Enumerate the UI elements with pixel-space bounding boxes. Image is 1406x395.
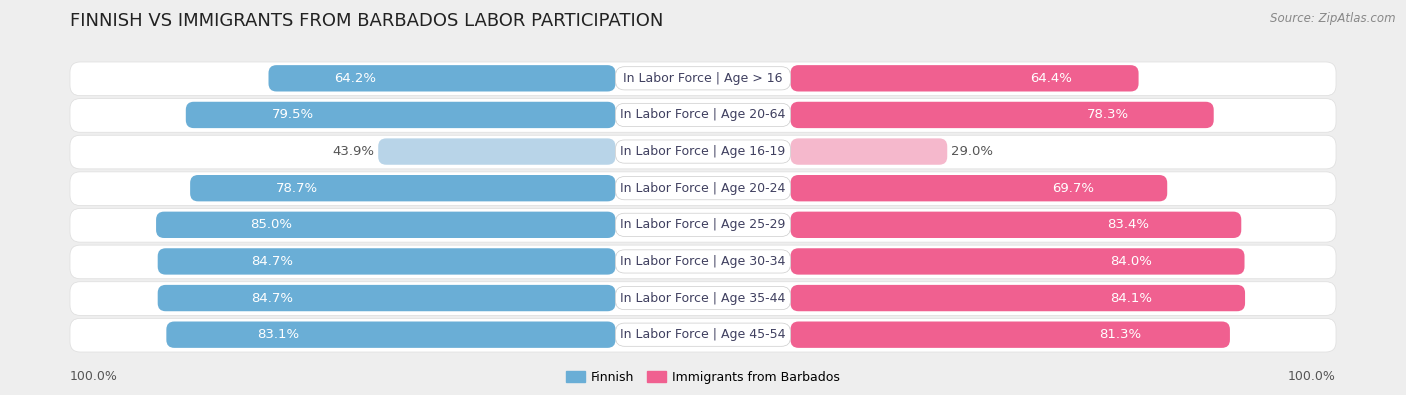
Text: 83.4%: 83.4% xyxy=(1108,218,1150,231)
Text: 83.1%: 83.1% xyxy=(257,328,299,341)
FancyBboxPatch shape xyxy=(616,323,790,346)
FancyBboxPatch shape xyxy=(790,138,948,165)
Text: In Labor Force | Age 25-29: In Labor Force | Age 25-29 xyxy=(620,218,786,231)
FancyBboxPatch shape xyxy=(70,282,1336,315)
FancyBboxPatch shape xyxy=(70,318,1336,352)
FancyBboxPatch shape xyxy=(269,65,616,92)
FancyBboxPatch shape xyxy=(790,212,1241,238)
FancyBboxPatch shape xyxy=(157,248,616,275)
FancyBboxPatch shape xyxy=(616,286,790,310)
Text: FINNISH VS IMMIGRANTS FROM BARBADOS LABOR PARTICIPATION: FINNISH VS IMMIGRANTS FROM BARBADOS LABO… xyxy=(70,12,664,30)
FancyBboxPatch shape xyxy=(790,65,1139,92)
Text: 81.3%: 81.3% xyxy=(1099,328,1142,341)
FancyBboxPatch shape xyxy=(166,322,616,348)
FancyBboxPatch shape xyxy=(616,213,790,237)
Text: In Labor Force | Age 45-54: In Labor Force | Age 45-54 xyxy=(620,328,786,341)
FancyBboxPatch shape xyxy=(157,285,616,311)
Text: 78.3%: 78.3% xyxy=(1087,109,1129,121)
FancyBboxPatch shape xyxy=(70,209,1336,242)
FancyBboxPatch shape xyxy=(616,103,790,126)
Text: 100.0%: 100.0% xyxy=(1288,371,1336,384)
Text: In Labor Force | Age 20-24: In Labor Force | Age 20-24 xyxy=(620,182,786,195)
Text: 79.5%: 79.5% xyxy=(273,109,315,121)
FancyBboxPatch shape xyxy=(378,138,616,165)
FancyBboxPatch shape xyxy=(790,285,1246,311)
Text: 78.7%: 78.7% xyxy=(276,182,318,195)
Text: In Labor Force | Age 20-64: In Labor Force | Age 20-64 xyxy=(620,109,786,121)
Text: 43.9%: 43.9% xyxy=(332,145,374,158)
Text: 100.0%: 100.0% xyxy=(70,371,118,384)
FancyBboxPatch shape xyxy=(70,135,1336,169)
FancyBboxPatch shape xyxy=(616,140,790,163)
Text: In Labor Force | Age 16-19: In Labor Force | Age 16-19 xyxy=(620,145,786,158)
FancyBboxPatch shape xyxy=(790,248,1244,275)
Text: 84.7%: 84.7% xyxy=(252,292,292,305)
Text: 84.1%: 84.1% xyxy=(1111,292,1153,305)
FancyBboxPatch shape xyxy=(790,175,1167,201)
FancyBboxPatch shape xyxy=(70,172,1336,205)
FancyBboxPatch shape xyxy=(790,322,1230,348)
Text: 29.0%: 29.0% xyxy=(952,145,993,158)
Text: In Labor Force | Age 35-44: In Labor Force | Age 35-44 xyxy=(620,292,786,305)
FancyBboxPatch shape xyxy=(616,67,790,90)
FancyBboxPatch shape xyxy=(790,102,1213,128)
Legend: Finnish, Immigrants from Barbados: Finnish, Immigrants from Barbados xyxy=(561,366,845,389)
FancyBboxPatch shape xyxy=(616,250,790,273)
Text: 84.0%: 84.0% xyxy=(1111,255,1152,268)
Text: 69.7%: 69.7% xyxy=(1052,182,1094,195)
FancyBboxPatch shape xyxy=(156,212,616,238)
FancyBboxPatch shape xyxy=(70,99,1336,132)
Text: 64.2%: 64.2% xyxy=(335,72,377,85)
FancyBboxPatch shape xyxy=(616,177,790,200)
Text: In Labor Force | Age 30-34: In Labor Force | Age 30-34 xyxy=(620,255,786,268)
FancyBboxPatch shape xyxy=(186,102,616,128)
Text: 85.0%: 85.0% xyxy=(250,218,292,231)
Text: 84.7%: 84.7% xyxy=(252,255,292,268)
Text: In Labor Force | Age > 16: In Labor Force | Age > 16 xyxy=(623,72,783,85)
FancyBboxPatch shape xyxy=(190,175,616,201)
Text: Source: ZipAtlas.com: Source: ZipAtlas.com xyxy=(1271,12,1396,25)
Text: 64.4%: 64.4% xyxy=(1031,72,1073,85)
FancyBboxPatch shape xyxy=(70,62,1336,96)
FancyBboxPatch shape xyxy=(70,245,1336,279)
